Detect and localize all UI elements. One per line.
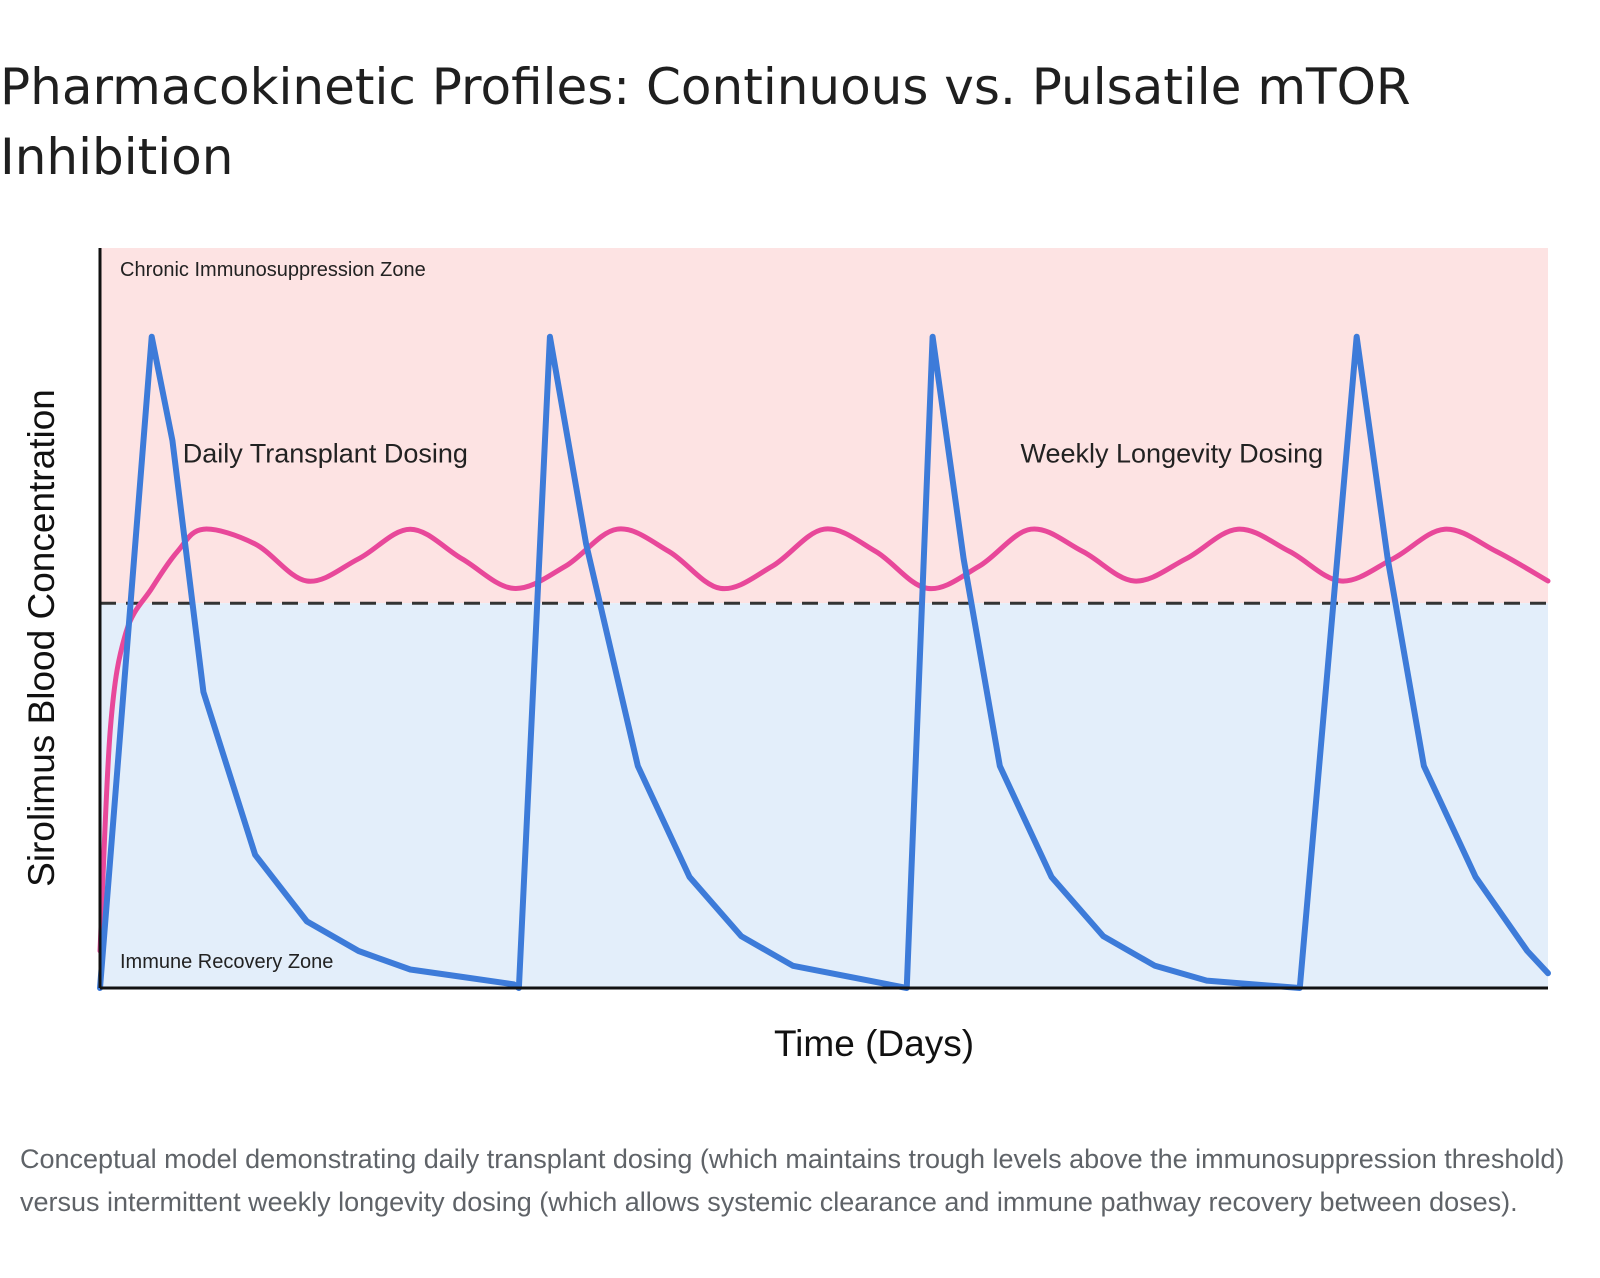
y-axis-label: Sirolimus Blood Concentration	[21, 389, 62, 887]
figure-caption: Conceptual model demonstrating daily tra…	[20, 1144, 1565, 1217]
series-layer	[97, 333, 1551, 991]
zone-band-0	[100, 248, 1548, 604]
zone-label-recovery: Immune Recovery Zone	[120, 951, 333, 973]
x-axis-label: Time (Days)	[774, 1023, 974, 1064]
series-label-daily: Daily Transplant Dosing	[183, 439, 468, 469]
series-label-weekly: Weekly Longevity Dosing	[1021, 439, 1324, 469]
series-line-0	[97, 526, 1551, 954]
page-title: Pharmacokinetic Profiles: Continuous vs.…	[0, 58, 1411, 186]
zone-label-immunosuppression: Chronic Immunosuppression Zone	[120, 259, 426, 281]
zones-layer	[100, 248, 1548, 988]
series-line-1	[97, 333, 1551, 991]
chart: Chronic Immunosuppression Zone Immune Re…	[21, 248, 1551, 1064]
